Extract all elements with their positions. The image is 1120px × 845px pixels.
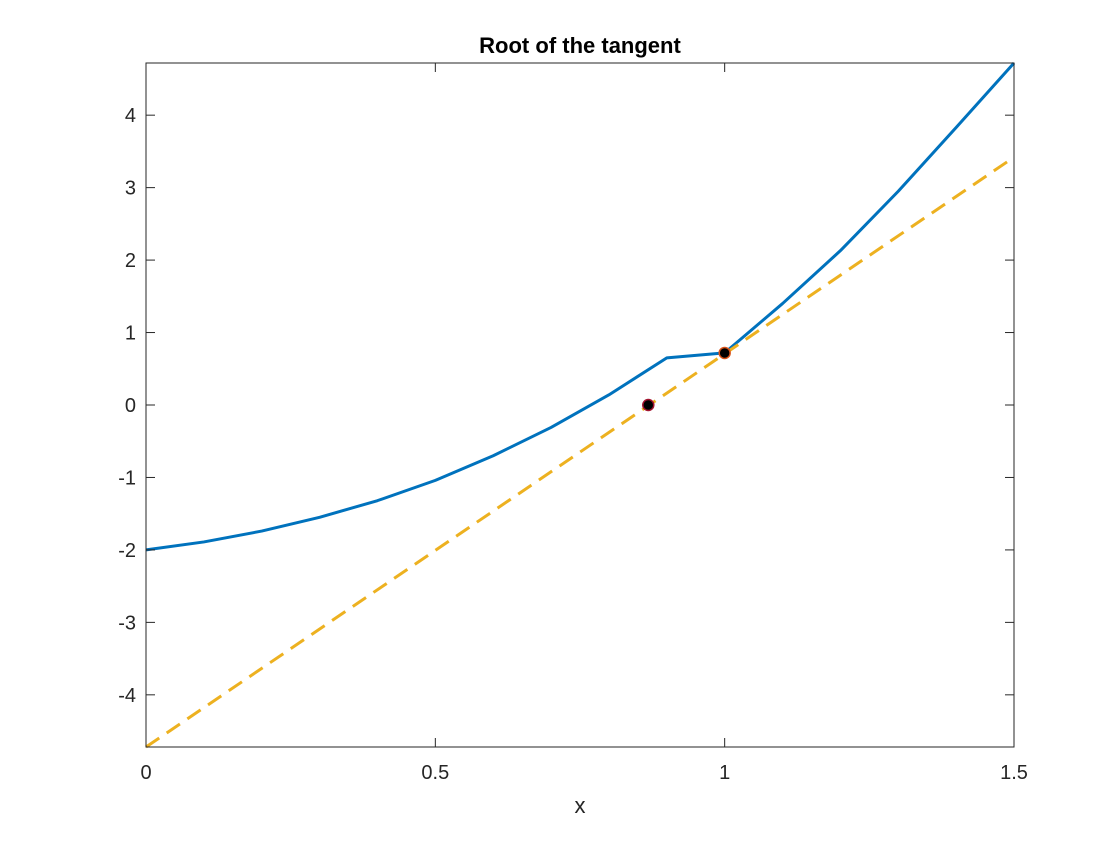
x-tick-label: 1.5 (1000, 762, 1028, 784)
chart-title: Root of the tangent (479, 33, 681, 58)
points-layer (642, 346, 731, 412)
marker-point-2 (718, 346, 731, 360)
series-layer (145, 61, 1016, 749)
x-tick-label: 1 (719, 762, 730, 784)
y-tick-label: -1 (118, 467, 136, 489)
y-tick-label: -3 (118, 612, 136, 634)
y-tick-label: 2 (125, 250, 136, 272)
series-line-1 (145, 61, 1016, 552)
marker-point-1 (642, 398, 655, 412)
y-axis: -4 -3 -2 -1 0 1 2 3 4 (118, 105, 1014, 707)
plot-area (146, 63, 1014, 747)
x-axis-label: x (575, 793, 586, 818)
y-tick-label: -2 (118, 540, 136, 562)
y-tick-label: -4 (118, 685, 136, 707)
x-tick-label: 0 (140, 762, 151, 784)
y-tick-label: 0 (125, 395, 136, 417)
y-tick-label: 3 (125, 178, 136, 200)
y-tick-label: 4 (125, 105, 136, 127)
x-tick-label: 0.5 (421, 762, 449, 784)
x-axis: 0 0.5 1 1.5 (140, 63, 1028, 784)
y-tick-label: 1 (125, 323, 136, 345)
